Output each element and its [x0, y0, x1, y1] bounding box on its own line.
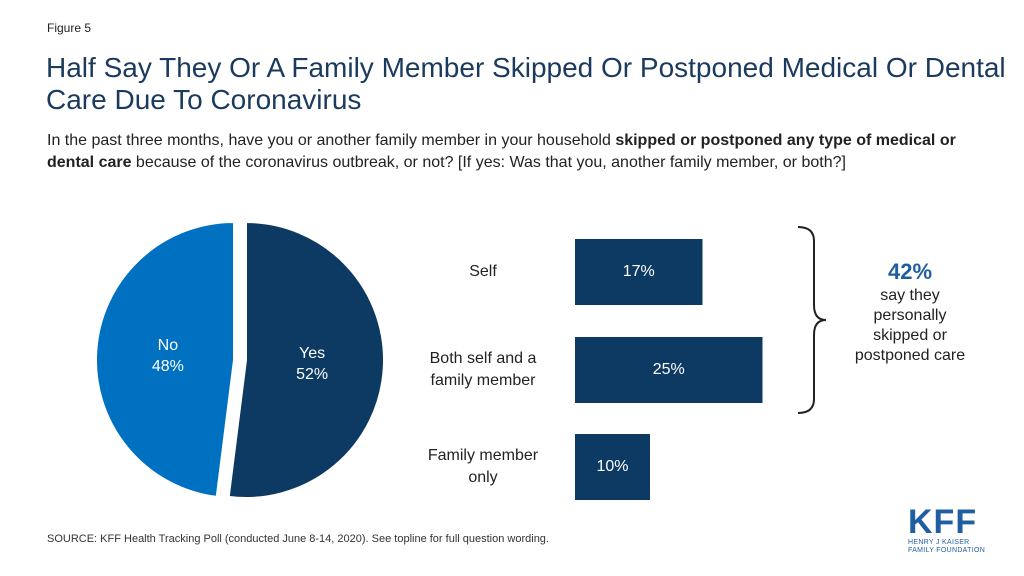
pie-value-yes: 52%: [296, 366, 329, 384]
pie-label-no: No: [157, 336, 179, 354]
bar-value-label-3: 10%: [596, 458, 629, 475]
bar-category-label-2: Both self and a family member: [403, 348, 563, 392]
brace-icon: [797, 226, 827, 414]
pie-slice-yes: [227, 220, 385, 499]
logo-sub-2: FAMILY FOUNDATION: [908, 547, 986, 554]
bar-category-line: only: [468, 469, 498, 486]
bar-chart: [575, 239, 763, 500]
pie-value-no: 48%: [151, 357, 184, 375]
callout: 42% say they personally skipped or postp…: [830, 258, 990, 366]
question-part1: In the past three months, have you or an…: [47, 132, 616, 149]
pie-label-yes: Yes: [299, 345, 326, 363]
bar-category-line: Family member: [427, 447, 539, 464]
callout-line-4: postponed care: [854, 347, 966, 364]
bar-1: [575, 239, 703, 305]
bar-category-line: family member: [430, 372, 536, 389]
question-bold: skipped or postponed any type of medical…: [47, 132, 956, 171]
logo-wordmark: KFF: [908, 503, 978, 541]
bar-category-line: Both self and a: [429, 350, 537, 367]
bar-value-label-1: 17%: [622, 263, 655, 280]
pie-slice-no: [95, 220, 235, 499]
bar-category-label-1: Self: [403, 261, 563, 283]
bar-2: [575, 337, 763, 403]
callout-line-3: skipped or: [873, 327, 947, 344]
logo-sub-1: HENRY J KAISER: [908, 539, 970, 546]
bar-3: [575, 434, 650, 500]
bar-category-label-3: Family member only: [403, 445, 563, 489]
pie-chart: [95, 220, 385, 499]
callout-percent: 42%: [887, 259, 933, 284]
source-note: SOURCE: KFF Health Tracking Poll (conduc…: [47, 533, 549, 545]
question-part2: because of the coronavirus outbreak, or …: [131, 154, 846, 171]
figure-label: Figure 5: [47, 21, 92, 35]
bar-category-line: Self: [469, 263, 497, 280]
kff-logo: KFF HENRY J KAISER FAMILY FOUNDATION: [908, 505, 992, 555]
callout-line-2: personally: [873, 307, 947, 324]
chart-title: Half Say They Or A Family Member Skipped…: [46, 52, 1006, 115]
callout-line-1: say they: [880, 287, 940, 304]
question-text: In the past three months, have you or an…: [47, 130, 987, 174]
bar-value-label-2: 25%: [652, 361, 685, 378]
